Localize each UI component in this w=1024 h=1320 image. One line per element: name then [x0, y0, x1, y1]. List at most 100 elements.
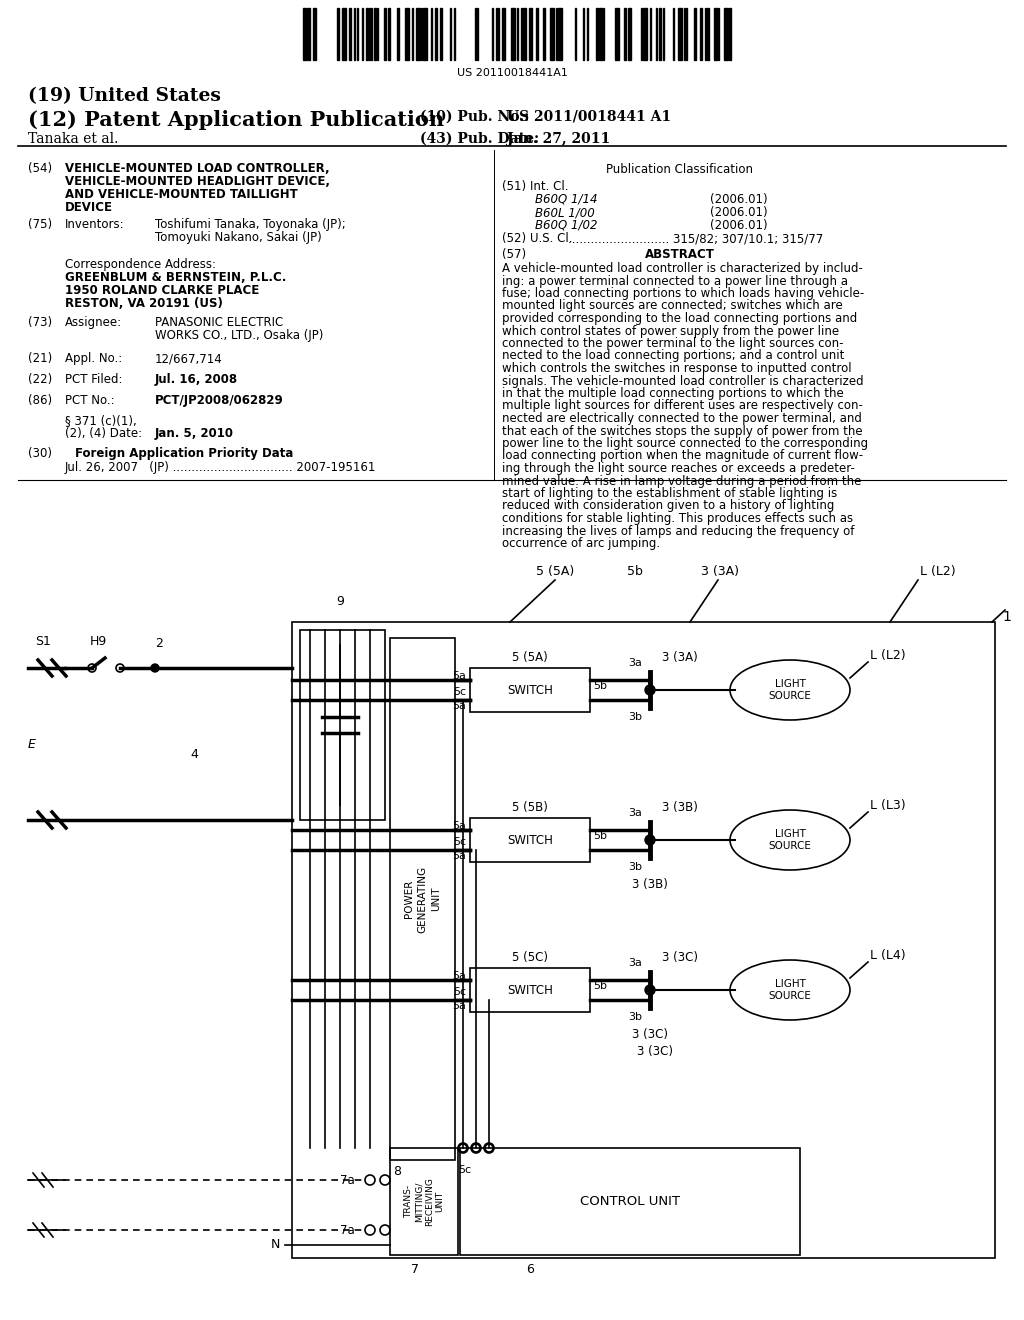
Text: connected to the power terminal to the light sources con-: connected to the power terminal to the l…	[502, 337, 844, 350]
Text: 5a: 5a	[453, 851, 466, 861]
Text: § 371 (c)(1),: § 371 (c)(1),	[65, 414, 137, 426]
Text: DEVICE: DEVICE	[65, 201, 113, 214]
Bar	[388, 8, 390, 59]
Text: 4: 4	[190, 748, 198, 762]
Text: provided corresponding to the load connecting portions and: provided corresponding to the load conne…	[502, 312, 857, 325]
Text: 3 (3C): 3 (3C)	[637, 1045, 673, 1059]
Bar	[435, 8, 437, 59]
Text: 3a: 3a	[628, 808, 642, 818]
Text: Appl. No.:: Appl. No.:	[65, 352, 122, 366]
Text: Publication Classification: Publication Classification	[606, 162, 754, 176]
Text: TRANS-
MITTING/
RECEIVING
UNIT: TRANS- MITTING/ RECEIVING UNIT	[403, 1177, 444, 1226]
Text: VEHICLE-MOUNTED HEADLIGHT DEVICE,: VEHICLE-MOUNTED HEADLIGHT DEVICE,	[65, 176, 330, 187]
Text: Toshifumi Tanaka, Toyonaka (JP);: Toshifumi Tanaka, Toyonaka (JP);	[155, 218, 346, 231]
Text: reduced with consideration given to a history of lighting: reduced with consideration given to a hi…	[502, 499, 835, 512]
Circle shape	[151, 664, 159, 672]
Text: 3a: 3a	[628, 657, 642, 668]
Text: 5c: 5c	[453, 837, 466, 847]
Text: 8: 8	[393, 1166, 401, 1177]
Text: B60L 1/00: B60L 1/00	[535, 206, 595, 219]
Text: PANASONIC ELECTRIC: PANASONIC ELECTRIC	[155, 315, 284, 329]
Bar	[615, 8, 618, 59]
Text: 5a: 5a	[453, 972, 466, 981]
Circle shape	[645, 685, 655, 696]
Text: 3 (3B): 3 (3B)	[632, 878, 668, 891]
Text: in that the multiple load connecting portions to which the: in that the multiple load connecting por…	[502, 387, 844, 400]
Text: 3a: 3a	[628, 958, 642, 968]
Text: B60Q 1/14: B60Q 1/14	[535, 193, 597, 206]
Text: VEHICLE-MOUNTED LOAD CONTROLLER,: VEHICLE-MOUNTED LOAD CONTROLLER,	[65, 162, 330, 176]
Text: nected are electrically connected to the power terminal, and: nected are electrically connected to the…	[502, 412, 862, 425]
Text: L (L2): L (L2)	[870, 649, 905, 663]
Text: 3 (3B): 3 (3B)	[663, 801, 698, 814]
Text: 5c: 5c	[453, 686, 466, 697]
Bar	[659, 8, 662, 59]
Text: power line to the light source connected to the corresponding: power line to the light source connected…	[502, 437, 868, 450]
Text: (73): (73)	[28, 315, 52, 329]
Bar	[313, 8, 316, 59]
Text: Foreign Application Priority Data: Foreign Application Priority Data	[75, 447, 293, 459]
Bar	[397, 8, 399, 59]
Text: SWITCH: SWITCH	[507, 833, 553, 846]
Text: ing: a power terminal connected to a power line through a: ing: a power terminal connected to a pow…	[502, 275, 848, 288]
Text: L (L2): L (L2)	[920, 565, 955, 578]
Text: RESTON, VA 20191 (US): RESTON, VA 20191 (US)	[65, 297, 223, 310]
Text: 12/667,714: 12/667,714	[155, 352, 223, 366]
Text: 6: 6	[526, 1263, 534, 1276]
Text: that each of the switches stops the supply of power from the: that each of the switches stops the supp…	[502, 425, 862, 437]
Bar	[596, 8, 598, 59]
Text: (52): (52)	[502, 232, 526, 246]
Text: signals. The vehicle-mounted load controller is characterized: signals. The vehicle-mounted load contro…	[502, 375, 863, 388]
Text: multiple light sources for different uses are respectively con-: multiple light sources for different use…	[502, 400, 863, 412]
Bar	[366, 8, 368, 59]
Bar	[529, 8, 532, 59]
Text: 7a: 7a	[340, 1173, 355, 1187]
Bar	[470, 668, 590, 711]
Text: Jan. 27, 2011: Jan. 27, 2011	[507, 132, 610, 147]
Text: conditions for stable lighting. This produces effects such as: conditions for stable lighting. This pro…	[502, 512, 853, 525]
Bar	[307, 8, 310, 59]
Bar	[300, 630, 385, 820]
Text: Correspondence Address:: Correspondence Address:	[65, 257, 216, 271]
Bar	[337, 8, 339, 59]
Text: PCT/JP2008/062829: PCT/JP2008/062829	[155, 393, 284, 407]
Text: 5 (5A): 5 (5A)	[536, 565, 574, 578]
Bar	[724, 8, 728, 59]
Text: 5c: 5c	[459, 1166, 472, 1175]
Bar	[694, 8, 696, 59]
Text: 9: 9	[336, 595, 344, 609]
Bar	[624, 8, 626, 59]
Text: (10) Pub. No.:: (10) Pub. No.:	[420, 110, 529, 124]
Bar	[523, 8, 526, 59]
Text: increasing the lives of lamps and reducing the frequency of: increasing the lives of lamps and reduci…	[502, 524, 854, 537]
Bar	[406, 8, 409, 59]
Text: 5 (5C): 5 (5C)	[512, 950, 548, 964]
Bar	[536, 8, 538, 59]
Text: 7a: 7a	[340, 1224, 355, 1237]
Text: 3b: 3b	[628, 1012, 642, 1022]
Circle shape	[645, 985, 655, 995]
Bar	[460, 1148, 800, 1255]
Text: 7: 7	[411, 1263, 419, 1276]
Text: 1: 1	[1002, 610, 1011, 624]
Text: WORKS CO., LTD., Osaka (JP): WORKS CO., LTD., Osaka (JP)	[155, 329, 324, 342]
Bar	[342, 8, 346, 59]
Text: AND VEHICLE-MOUNTED TAILLIGHT: AND VEHICLE-MOUNTED TAILLIGHT	[65, 187, 298, 201]
Bar	[707, 8, 709, 59]
Text: 3b: 3b	[628, 862, 642, 873]
Text: 5b: 5b	[593, 832, 607, 841]
Bar	[384, 8, 386, 59]
Text: E: E	[28, 738, 36, 751]
Text: (21): (21)	[28, 352, 52, 366]
Text: LIGHT
SOURCE: LIGHT SOURCE	[769, 979, 811, 1001]
Text: 5b: 5b	[627, 565, 643, 578]
Text: ABSTRACT: ABSTRACT	[645, 248, 715, 261]
Text: 3 (3C): 3 (3C)	[632, 1028, 668, 1041]
Bar	[628, 8, 631, 59]
Text: B60Q 1/02: B60Q 1/02	[535, 219, 597, 232]
Circle shape	[645, 836, 655, 845]
Bar	[714, 8, 717, 59]
Text: (2006.01): (2006.01)	[710, 206, 768, 219]
Text: 3 (3C): 3 (3C)	[662, 950, 698, 964]
Text: Jan. 5, 2010: Jan. 5, 2010	[155, 426, 234, 440]
